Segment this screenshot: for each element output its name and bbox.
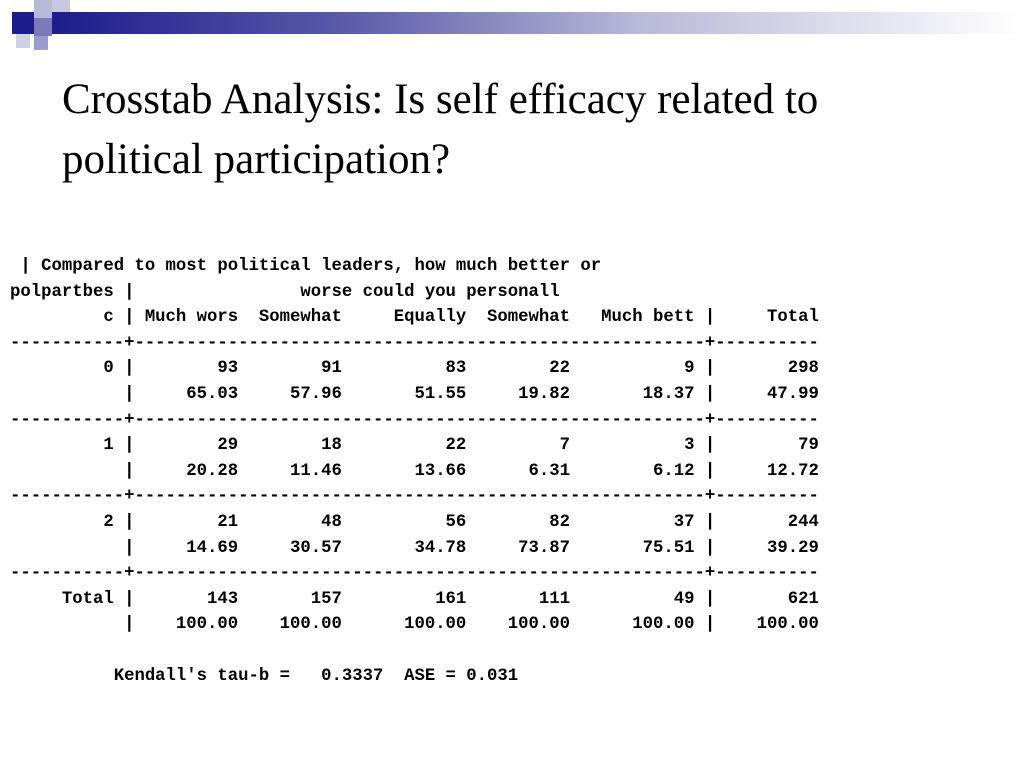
corner-decoration — [0, 0, 120, 70]
crosstab-line: | 14.69 30.57 34.78 73.87 75.51 | 39.29 — [10, 538, 819, 558]
crosstab-line: Total | 143 157 161 111 49 | 621 — [10, 589, 819, 609]
slide-title-line-1: Crosstab Analysis: Is self efficacy rela… — [62, 76, 819, 123]
slide-title: Crosstab Analysis: Is self efficacy rela… — [62, 70, 962, 190]
crosstab-line — [10, 638, 819, 664]
crosstab-line: 1 | 29 18 22 7 3 | 79 — [10, 436, 819, 456]
header-gradient-bar — [52, 12, 1024, 34]
crosstab-line: polpartbes | worse could you personall — [10, 282, 560, 302]
crosstab-line: -----------+----------------------------… — [10, 487, 819, 507]
crosstab-line: 2 | 21 48 56 82 37 | 244 — [10, 512, 819, 532]
corner-square-lower — [34, 36, 48, 50]
corner-square-mid — [34, 18, 52, 36]
corner-square-pale — [52, 0, 70, 14]
crosstab-line: | 65.03 57.96 51.55 19.82 18.37 | 47.99 — [10, 384, 819, 404]
crosstab-line: 0 | 93 91 83 22 9 | 298 — [10, 359, 819, 379]
slide-title-line-2: political participation? — [62, 136, 451, 183]
corner-square-light — [34, 0, 52, 18]
crosstab-output: | Compared to most political leaders, ho… — [10, 254, 819, 689]
corner-square-small — [16, 34, 30, 48]
crosstab-line: | Compared to most political leaders, ho… — [10, 257, 602, 276]
crosstab-line: -----------+----------------------------… — [10, 333, 819, 353]
crosstab-line: Kendall's tau-b = 0.3337 ASE = 0.031 — [10, 666, 519, 686]
crosstab-line: c | Much wors Somewhat Equally Somewhat … — [10, 308, 819, 328]
crosstab-line: -----------+----------------------------… — [10, 564, 819, 584]
crosstab-line: -----------+----------------------------… — [10, 410, 819, 430]
corner-square-navy — [12, 12, 34, 34]
crosstab-line: | 100.00 100.00 100.00 100.00 100.00 | 1… — [10, 615, 819, 635]
crosstab-line: | 20.28 11.46 13.66 6.31 6.12 | 12.72 — [10, 461, 819, 481]
